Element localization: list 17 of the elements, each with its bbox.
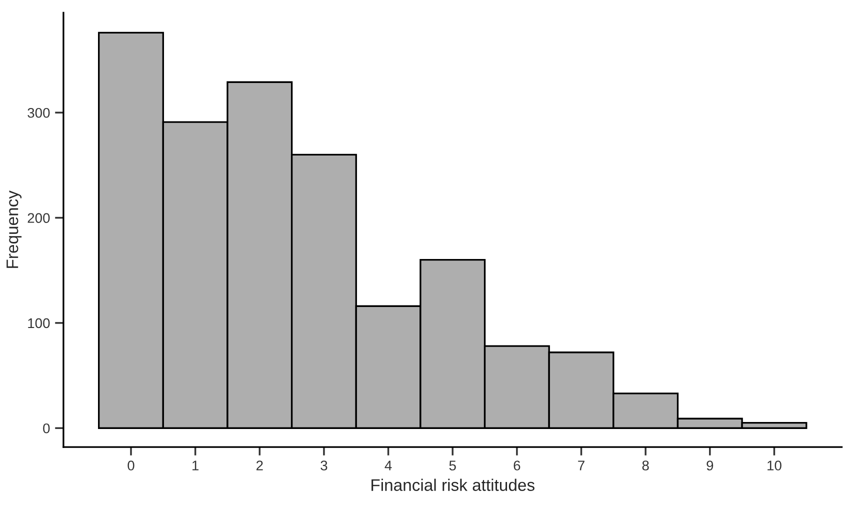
x-tick-label: 2 <box>256 460 263 470</box>
x-tick-label: 5 <box>449 460 456 470</box>
x-tick-label: 6 <box>514 460 520 470</box>
y-tick-label: 0 <box>43 423 50 434</box>
y-tick-label: 200 <box>28 213 50 223</box>
x-tick-label: 1 <box>192 460 198 470</box>
x-axis-title: Financial risk attitudes <box>372 478 534 491</box>
x-tick-label: 9 <box>706 460 714 470</box>
x-tick-label: 0 <box>128 460 134 470</box>
y-tick-label: 300 <box>28 108 50 118</box>
x-tick-label: 3 <box>320 460 328 470</box>
y-axis-title: Frequency <box>6 190 22 268</box>
x-tick-label: 4 <box>384 460 392 470</box>
y-tick-label: 100 <box>28 318 50 328</box>
x-tick-label: 7 <box>578 460 584 470</box>
x-tick-label: 8 <box>642 460 649 470</box>
x-tick-label: 10 <box>768 460 782 470</box>
